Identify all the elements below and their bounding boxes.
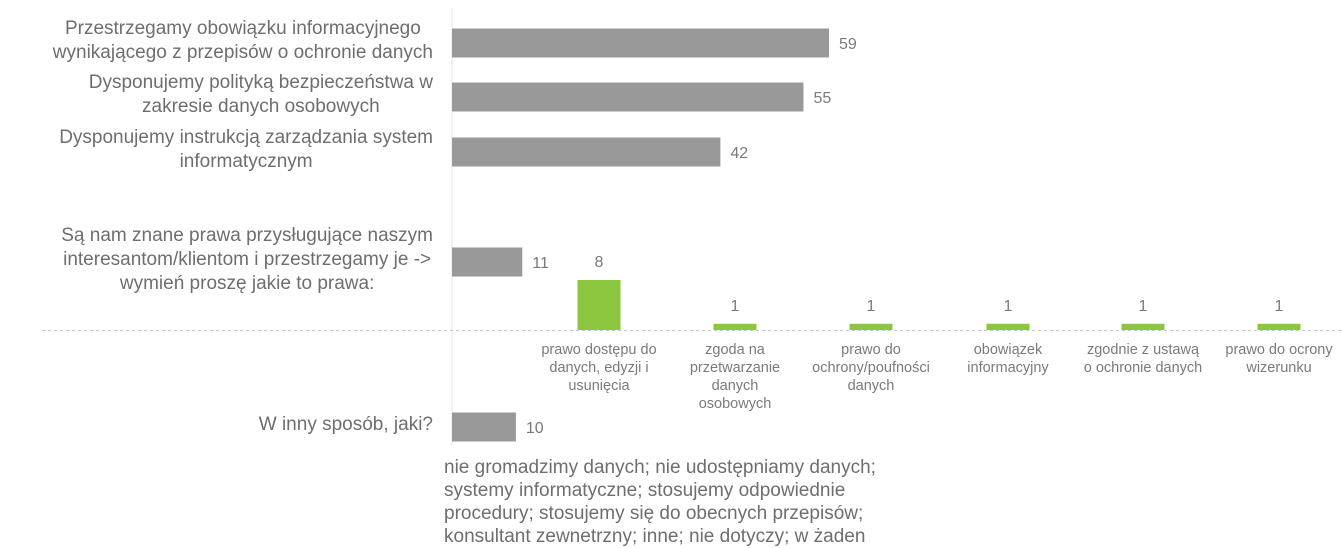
bar-value-label-4: 10: [526, 420, 544, 437]
category-label-line: Są nam znane prawa przysługujące naszym: [61, 225, 433, 246]
green-bar-0: [577, 280, 621, 330]
bar-1: [452, 82, 804, 112]
category-label-line: wynikającego z przepisów o ochronie dany…: [52, 42, 433, 63]
green-category-label-1: zgoda na przetwarzanie danych osobowych: [670, 341, 800, 413]
green-category-label-line: osobowych: [698, 396, 772, 412]
green-category-label-2: prawo do ochrony/poufności danych: [806, 341, 936, 395]
bar-0: [452, 28, 829, 58]
green-bar-value-label-3: 1: [1004, 298, 1013, 315]
green-category-label-line: prawo do ocrony: [1225, 342, 1333, 358]
green-bar-value-label-2: 1: [867, 298, 876, 315]
green-category-label-3: obowiązek informacyjny: [943, 341, 1073, 377]
green-category-label-line: prawo do: [841, 342, 901, 358]
green-category-label-line: o ochronie danych: [1083, 360, 1203, 376]
green-category-label-line: usunięcia: [568, 378, 630, 394]
green-bar-value-label-1: 1: [731, 298, 740, 315]
green-category-label-line: danych: [847, 378, 895, 394]
bar-4: [452, 412, 516, 442]
green-bar-value-label-5: 1: [1275, 298, 1284, 315]
bar-value-label-3: 11: [532, 255, 549, 272]
green-bar-value-label-0: 8: [595, 254, 604, 271]
green-bar-5: [1257, 323, 1301, 330]
bar-value-label-1: 55: [813, 90, 831, 107]
green-category-label-line: danych: [711, 378, 759, 394]
category-label-line: W inny sposób, jaki?: [258, 414, 433, 435]
category-label-0: Przestrzegamy obowiązku informacyjnego wy…: [53, 17, 433, 65]
green-category-label-line: wizerunku: [1246, 360, 1312, 376]
green-bar-2: [849, 323, 893, 330]
category-label-4: W inny sposób, jaki?: [259, 413, 433, 437]
bar-2: [452, 137, 721, 167]
green-category-label-line: informacyjny: [967, 360, 1049, 376]
green-category-label-4: zgodnie z ustawą o ochronie danych: [1078, 341, 1208, 377]
green-category-label-line: obowiązek: [973, 342, 1043, 358]
category-label-line: informatycznym: [179, 151, 313, 172]
green-category-label-line: zgodnie z ustawą: [1086, 342, 1200, 358]
green-bar-3: [986, 323, 1030, 330]
category-label-line: Dysponujemy polityką bezpieczeństwa w: [88, 72, 433, 93]
green-category-label-line: zgoda na: [705, 342, 765, 358]
category-label-2: Dysponujemy instrukcją zarządzania syste…: [59, 126, 433, 174]
green-category-label-line: danych, edyzji i: [549, 360, 649, 376]
category-label-3: Są nam znane prawa przysługujące naszym i…: [61, 224, 433, 296]
green-category-label-line: przetwarzanie: [689, 360, 781, 376]
green-category-label-0: prawo dostępu do danych, edyzji i usunięci…: [534, 341, 664, 395]
bar-value-label-0: 59: [839, 36, 857, 53]
green-bar-1: [713, 323, 757, 330]
category-label-line: Przestrzegamy obowiązku informacyjnego: [64, 18, 421, 39]
green-bar-value-label-4: 1: [1139, 298, 1148, 315]
bar-value-label-2: 42: [730, 145, 748, 162]
green-category-label-line: ochrony/poufności: [812, 360, 930, 376]
category-label-line: zakresie danych osobowych: [142, 96, 380, 117]
category-label-line: Dysponujemy instrukcją zarządzania syste…: [59, 127, 433, 148]
category-label-line: wymień proszę jakie to prawa:: [119, 273, 375, 294]
green-category-label-line: prawo dostępu do: [541, 342, 657, 358]
green-category-label-5: prawo do ocrony wizerunku: [1214, 341, 1343, 377]
green-bar-4: [1121, 323, 1165, 330]
bar-3: [452, 247, 523, 277]
category-label-line: interesantom/klientom i przestrzegamy je…: [63, 249, 432, 270]
other-answers-note: nie gromadzimy danych; nie udostępniamy …: [444, 457, 876, 547]
category-label-1: Dysponujemy polityką bezpieczeństwa w zak…: [89, 71, 433, 119]
